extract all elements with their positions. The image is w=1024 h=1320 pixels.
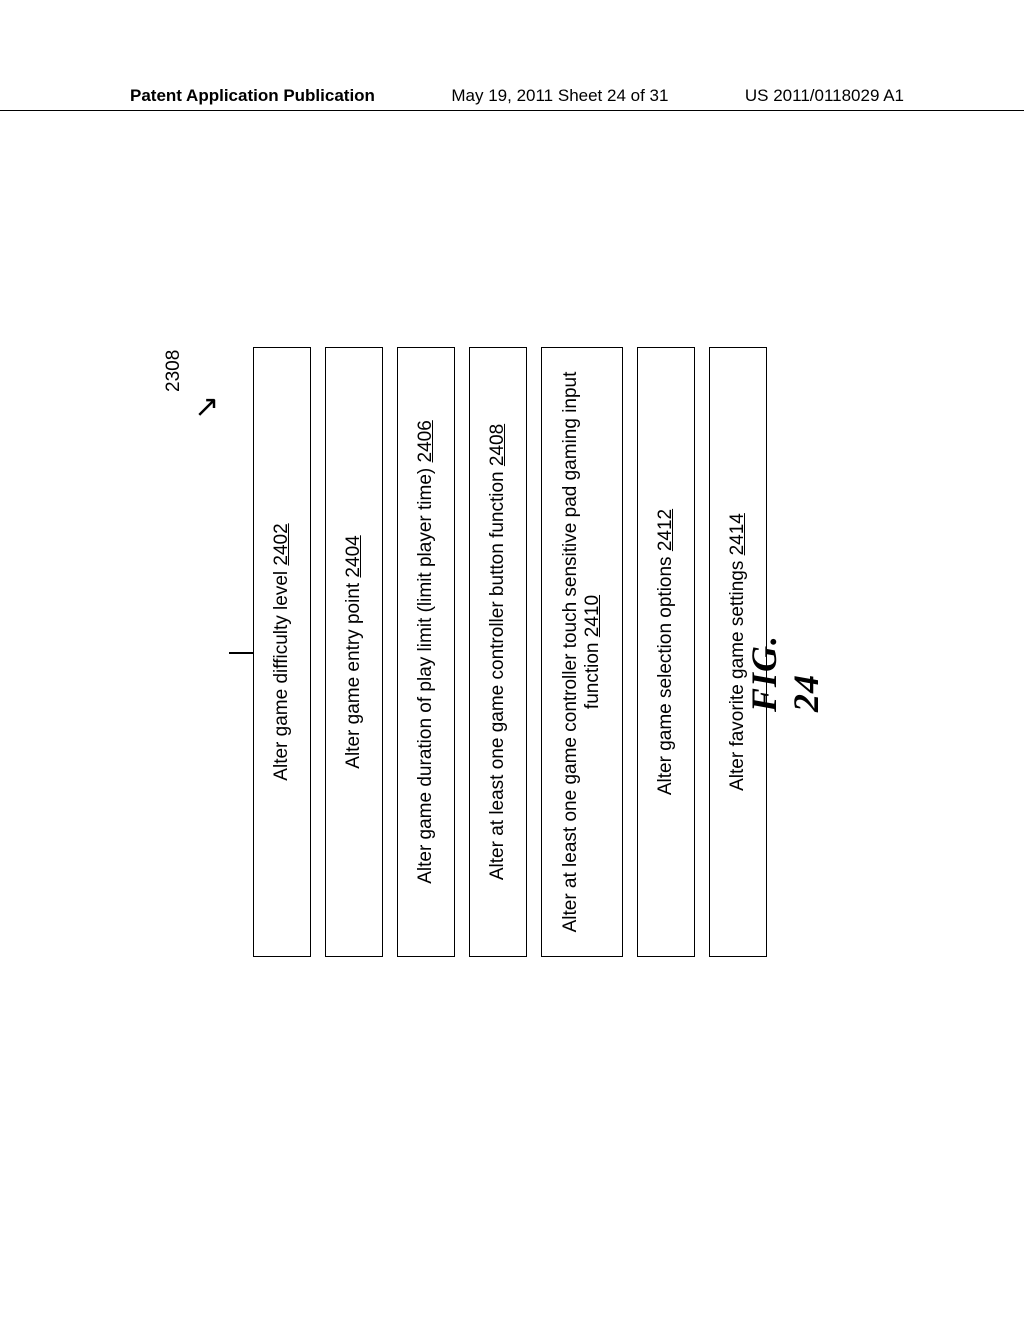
header-right: US 2011/0118029 A1	[745, 86, 904, 106]
flowchart-boxes: Alter game difficulty level 2402 Alter g…	[253, 252, 767, 1052]
page-header: Patent Application Publication May 19, 2…	[0, 86, 1024, 111]
box-2410: Alter at least one game controller touch…	[541, 347, 623, 957]
box-2406: Alter game duration of play limit (limit…	[397, 347, 455, 957]
box-2404: Alter game entry point 2404	[325, 347, 383, 957]
box-2412: Alter game selection options 2412	[637, 347, 695, 957]
box-2408: Alter at least one game controller butto…	[469, 347, 527, 957]
diagram-ref-label: 2308	[163, 350, 185, 392]
arrow-icon: ↘	[189, 395, 224, 420]
header-middle: May 19, 2011 Sheet 24 of 31	[451, 86, 668, 106]
header-left: Patent Application Publication	[130, 86, 375, 106]
figure-label: FIG. 24	[743, 622, 827, 712]
box-2402: Alter game difficulty level 2402	[253, 347, 311, 957]
connector-line	[229, 653, 253, 655]
figure-24-diagram: Alter game difficulty level 2402 Alter g…	[145, 200, 875, 1070]
